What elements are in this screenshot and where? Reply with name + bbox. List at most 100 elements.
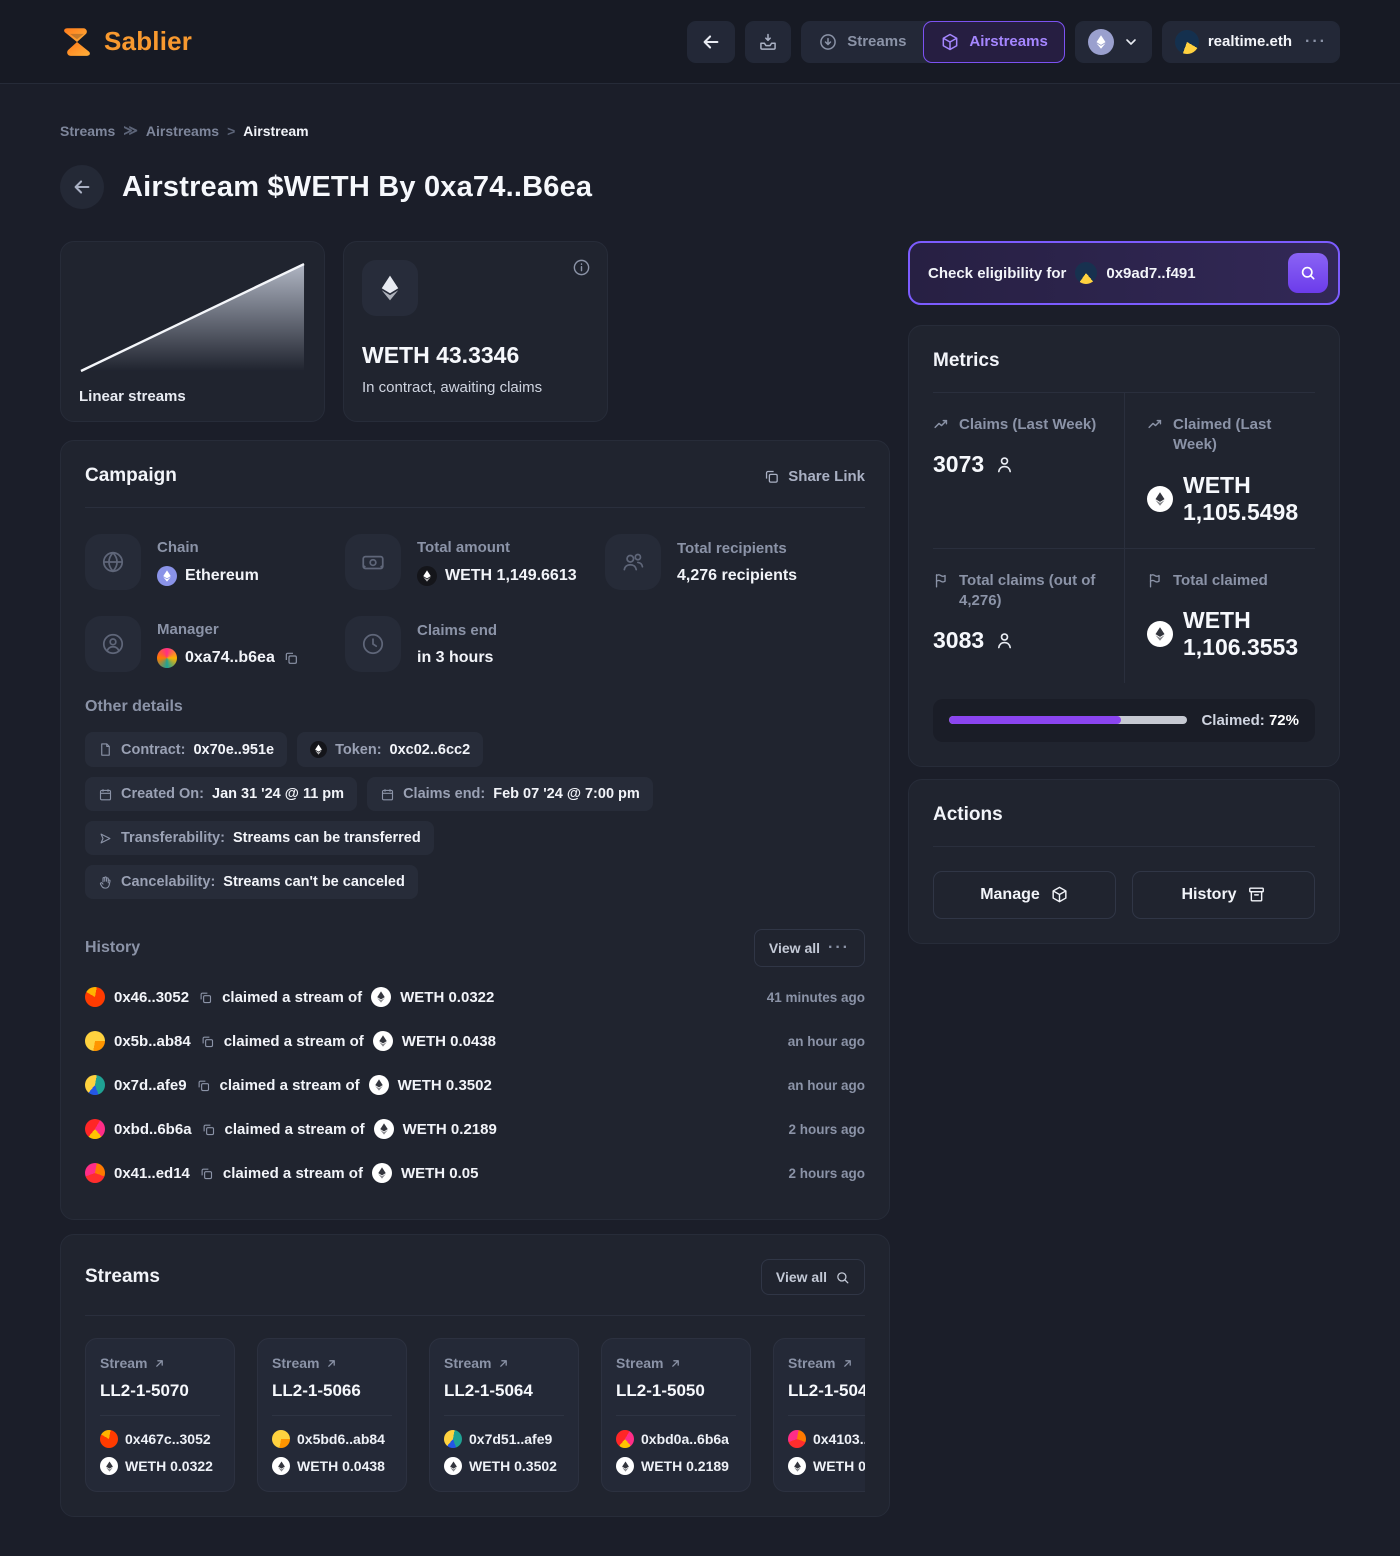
copy-icon[interactable]: [200, 1034, 215, 1049]
arrow-up-right-icon: [669, 1357, 682, 1370]
stream-address: 0x7d51..afe9: [469, 1431, 553, 1447]
address[interactable]: 0x7d..afe9: [114, 1076, 187, 1094]
copy-icon[interactable]: [198, 990, 213, 1005]
summary-cards: Linear streams WETH 43.3346 In contract,…: [60, 241, 890, 422]
stream-card[interactable]: Stream LL2-1-5064 0x7d51..afe9 WETH 0.35…: [429, 1338, 579, 1492]
address-avatar: [788, 1430, 806, 1448]
metrics-title: Metrics: [933, 350, 1000, 371]
stream-card[interactable]: Stream LL2-1-5066 0x5bd6..ab84 WETH 0.04…: [257, 1338, 407, 1492]
document-icon: [98, 742, 113, 757]
divider: [100, 1415, 220, 1416]
streams-view-all-button[interactable]: View all: [760, 1259, 865, 1295]
weth-icon: [417, 565, 437, 586]
tab-airstreams[interactable]: Airstreams: [923, 20, 1065, 63]
eligibility-input[interactable]: Check eligibility for 0x9ad7..f491: [908, 241, 1340, 305]
claimed-progress: Claimed: 72%: [933, 698, 1315, 742]
stream-card[interactable]: Stream LL2-1-504 0x4103.. WETH 0: [773, 1338, 865, 1492]
action-text: claimed a stream of: [224, 1120, 365, 1138]
calendar-icon: [380, 787, 395, 802]
stream-amount: WETH 0.0438: [297, 1458, 385, 1474]
field-manager: Manager 0xa74..b6ea: [85, 616, 345, 672]
network-selector[interactable]: [1074, 20, 1152, 63]
other-details-tags: Contract: 0x70e..951e Token: 0xc02..6cc2…: [85, 732, 725, 899]
tag-contract[interactable]: Contract: 0x70e..951e: [85, 732, 288, 767]
cube-icon: [940, 32, 960, 52]
divider: [85, 1315, 865, 1316]
stream-id: LL2-1-5064: [444, 1381, 533, 1400]
metrics-grid: Claims (Last Week) 3073 Claimed (Last We…: [933, 393, 1315, 683]
tag-token[interactable]: Token: 0xc02..6cc2: [297, 732, 484, 767]
eligibility-prefix: Check eligibility for: [928, 264, 1067, 282]
account-more-icon[interactable]: ···: [1305, 32, 1327, 50]
stream-id: LL2-1-5070: [100, 1381, 189, 1400]
address[interactable]: 0x5b..ab84: [114, 1032, 191, 1050]
page-back-button[interactable]: [60, 165, 104, 209]
breadcrumb-airstreams[interactable]: Airstreams: [145, 122, 220, 139]
share-link-label: Share Link: [788, 467, 865, 485]
stream-card[interactable]: Stream LL2-1-5050 0xbd0a..6b6a WETH 0.21…: [601, 1338, 751, 1492]
divider: [272, 1415, 392, 1416]
info-icon[interactable]: [572, 258, 591, 277]
stream-amount: WETH 0: [813, 1458, 865, 1474]
address-avatar: [272, 1430, 290, 1448]
header-nav: Streams Airstreams realtime.eth ···: [687, 20, 1340, 63]
divider: [616, 1415, 736, 1416]
stream-id: LL2-1-504: [788, 1381, 865, 1400]
actions-title: Actions: [933, 803, 1003, 825]
search-icon: [835, 1270, 850, 1285]
address-avatar: [444, 1430, 462, 1448]
tab-streams[interactable]: Streams: [801, 21, 923, 63]
sablier-logo[interactable]: Sablier: [60, 25, 192, 59]
ellipsis-icon: ···: [828, 939, 850, 956]
divider: [788, 1415, 865, 1416]
users-icon: [605, 534, 661, 590]
campaign-title: Campaign: [85, 465, 177, 486]
copy-icon: [763, 468, 780, 485]
progress-track: [949, 716, 1188, 725]
arrow-up-right-icon: [153, 1357, 166, 1370]
arrow-up-right-icon: [497, 1357, 510, 1370]
address[interactable]: 0x41..ed14: [114, 1164, 190, 1182]
progress-percent: 72%: [1268, 711, 1299, 729]
copy-icon[interactable]: [199, 1166, 214, 1181]
breadcrumb: Streams ≫ Airstreams > Airstream: [60, 122, 1340, 139]
weth-icon: [788, 1457, 806, 1475]
account-button[interactable]: realtime.eth ···: [1161, 20, 1340, 63]
app-header: Sablier Streams: [0, 0, 1400, 84]
nav-back-button[interactable]: [687, 20, 736, 63]
amount: WETH 0.3502: [397, 1076, 492, 1094]
manager-avatar: [157, 647, 177, 668]
copy-icon[interactable]: [283, 650, 299, 666]
address-avatar: [85, 1119, 105, 1139]
copy-icon[interactable]: [201, 1122, 216, 1137]
linear-stream-chart: [79, 260, 306, 373]
transfer-icon: [98, 831, 113, 846]
tag-claims-end: Claims end: Feb 07 '24 @ 7:00 pm: [367, 777, 653, 811]
campaign-fields: Chain Ethereum: [85, 534, 865, 672]
metric-claimed-last-week: Claimed (Last Week) WETH 1,105.5498: [1124, 393, 1315, 548]
arrow-up-right-icon: [325, 1357, 338, 1370]
manage-button[interactable]: Manage: [933, 870, 1116, 919]
address[interactable]: 0x46..3052: [114, 988, 190, 1006]
address-avatar: [85, 987, 105, 1007]
breadcrumb-streams[interactable]: Streams: [60, 122, 116, 139]
history-row: 0x46..3052 claimed a stream of WETH 0.03…: [85, 975, 865, 1019]
history-view-all-button[interactable]: View all ···: [753, 929, 865, 967]
action-text: claimed a stream of: [222, 988, 363, 1006]
trend-up-icon: [933, 416, 950, 435]
weth-icon: [444, 1457, 462, 1475]
address-avatar: [85, 1031, 105, 1051]
eligibility-search-button[interactable]: [1288, 253, 1328, 293]
inbox-in-icon: [758, 32, 778, 52]
history-button[interactable]: History: [1132, 870, 1315, 919]
inbox-button[interactable]: [745, 20, 792, 63]
breadcrumb-separator: >: [227, 122, 236, 139]
page-content: Streams ≫ Airstreams > Airstream Airstre…: [0, 122, 1400, 1517]
timestamp: an hour ago: [787, 1033, 865, 1049]
share-link-button[interactable]: Share Link: [763, 468, 865, 485]
address[interactable]: 0xbd..6b6a: [114, 1120, 192, 1138]
weth-icon: [371, 1163, 392, 1183]
copy-icon[interactable]: [196, 1078, 211, 1093]
stream-card[interactable]: Stream LL2-1-5070 0x467c..3052 WETH 0.03…: [85, 1338, 235, 1492]
history-title: History: [85, 939, 141, 956]
